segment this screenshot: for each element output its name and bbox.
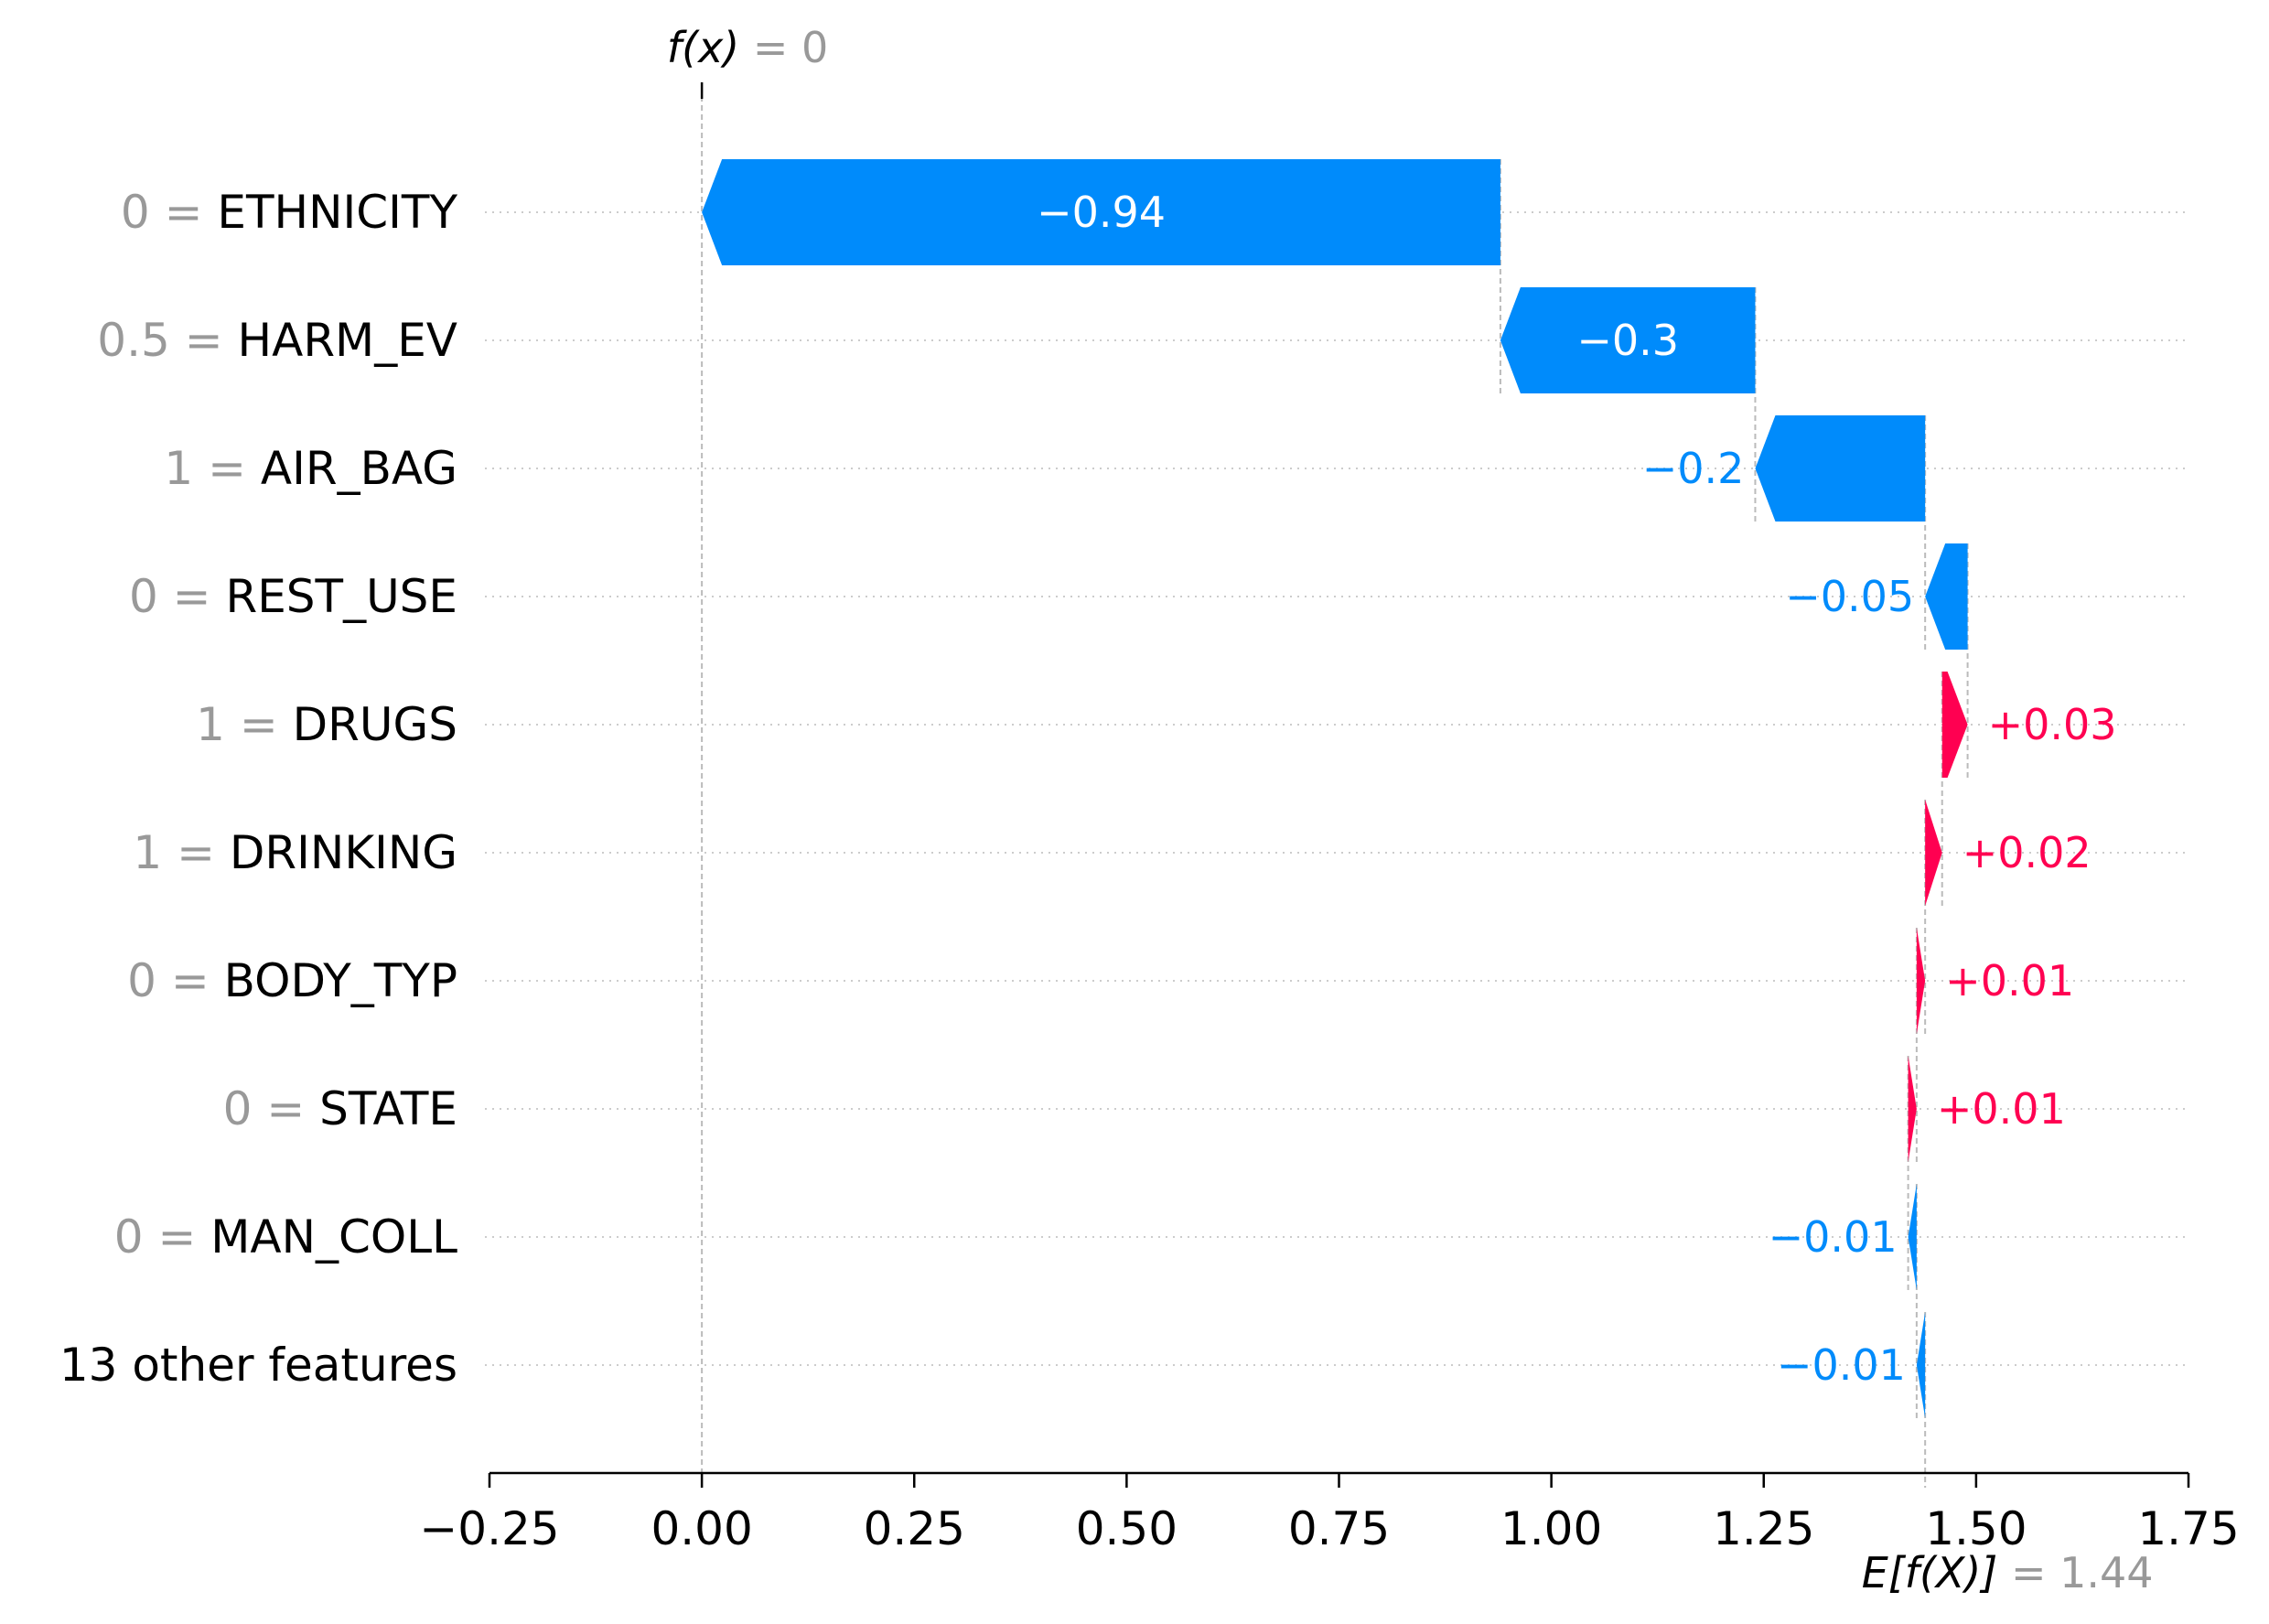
x-tick-label: 1.50 bbox=[1925, 1502, 2027, 1555]
x-axis: −0.25 0.00 0.25 0.50 0.75 1.00 1.25 1.50 1.75 bbox=[419, 1471, 2240, 1555]
feature-value: 0 bbox=[129, 570, 158, 623]
feature-value: 0 bbox=[114, 1210, 144, 1264]
x-tick-label: 0.75 bbox=[1288, 1502, 1390, 1555]
fx-equals: = bbox=[739, 23, 801, 72]
feature-name: DRUGS bbox=[293, 698, 457, 751]
feature-name: AIR_BAG bbox=[261, 442, 457, 495]
bars bbox=[702, 159, 1968, 1418]
feature-value: 1 bbox=[196, 698, 225, 751]
grid-lines bbox=[485, 211, 2188, 1366]
feature-equals: = bbox=[150, 186, 218, 239]
x-tick-label: 1.25 bbox=[1713, 1502, 1814, 1555]
labels: −0.94 0 = ETHNICITY −0.3 0.5 = HARM_EV −0.2 1… bbox=[59, 186, 2117, 1392]
contribution-label: −0.3 bbox=[1576, 316, 1679, 365]
feature-equals: = bbox=[252, 1082, 319, 1135]
contribution-label: +0.02 bbox=[1963, 828, 2092, 877]
feature-name: DRINKING bbox=[230, 826, 457, 879]
contribution-label: −0.2 bbox=[1642, 444, 1745, 493]
feature-equals: = bbox=[156, 954, 224, 1007]
feature-value: 0.5 bbox=[97, 314, 170, 367]
x-tick-label: 0.50 bbox=[1076, 1502, 1178, 1555]
reference-lines bbox=[700, 82, 1969, 1488]
contribution-bar bbox=[1925, 543, 1968, 650]
feature-label: 0.5 = HARM_EV bbox=[97, 314, 457, 367]
feature-label: 0 = MAN_COLL bbox=[114, 1210, 457, 1264]
feature-name: 13 other features bbox=[59, 1339, 457, 1392]
x-tick-label: 0.25 bbox=[864, 1502, 965, 1555]
contribution-bar bbox=[1908, 1056, 1917, 1162]
contribution-label: −0.05 bbox=[1785, 572, 1914, 621]
feature-value: 1 bbox=[164, 442, 193, 495]
feature-name: ETHNICITY bbox=[217, 186, 457, 239]
contribution-bar bbox=[1908, 1184, 1917, 1290]
contribution-label: −0.01 bbox=[1769, 1212, 1898, 1262]
feature-equals: = bbox=[170, 314, 238, 367]
feature-value: 0 bbox=[121, 186, 150, 239]
contribution-label: +0.03 bbox=[1988, 700, 2117, 749]
contribution-label: +0.01 bbox=[1945, 956, 2074, 1006]
feature-label: 0 = ETHNICITY bbox=[121, 186, 458, 239]
fx-annotation: f(x) = 0 bbox=[667, 23, 828, 72]
x-tick-label: 1.75 bbox=[2137, 1502, 2239, 1555]
feature-equals: = bbox=[144, 1210, 211, 1264]
contribution-bar bbox=[1916, 1312, 1926, 1418]
feature-name: REST_USE bbox=[225, 570, 457, 623]
feature-name: STATE bbox=[319, 1082, 457, 1135]
feature-equals: = bbox=[162, 826, 230, 879]
ex-annotation: E[f(X)] = 1.44 bbox=[1862, 1548, 2154, 1597]
ex-equals: = bbox=[1997, 1548, 2059, 1597]
feature-label: 1 = DRUGS bbox=[196, 698, 457, 751]
annotations: f(x) = 0 E[f(X)] = 1.44 bbox=[667, 23, 2154, 1597]
contribution-label: +0.01 bbox=[1937, 1084, 2066, 1134]
feature-value: 0 bbox=[127, 954, 156, 1007]
contribution-label: −0.94 bbox=[1037, 188, 1166, 237]
feature-label: 1 = AIR_BAG bbox=[164, 442, 457, 495]
feature-label: 1 = DRINKING bbox=[133, 826, 457, 879]
feature-name: BODY_TYP bbox=[224, 954, 457, 1007]
fx-value: 0 bbox=[801, 23, 828, 72]
x-tick-label: 0.00 bbox=[651, 1502, 752, 1555]
x-tick-label: 1.00 bbox=[1500, 1502, 1602, 1555]
contribution-bar bbox=[1916, 928, 1926, 1034]
feature-label: 13 other features bbox=[59, 1339, 457, 1392]
ex-label: E[f(X)] bbox=[1862, 1548, 1998, 1597]
x-tick-label: −0.25 bbox=[419, 1502, 559, 1555]
contribution-bar bbox=[1941, 672, 1968, 778]
feature-label: 0 = REST_USE bbox=[129, 570, 457, 623]
contribution-label: −0.01 bbox=[1777, 1340, 1906, 1390]
ex-value: 1.44 bbox=[2059, 1548, 2153, 1597]
contribution-bar bbox=[702, 159, 1500, 265]
feature-name: MAN_COLL bbox=[210, 1210, 457, 1264]
feature-value: 0 bbox=[223, 1082, 253, 1135]
feature-equals: = bbox=[225, 698, 293, 751]
feature-label: 0 = STATE bbox=[223, 1082, 457, 1135]
feature-equals: = bbox=[158, 570, 226, 623]
feature-name: HARM_EV bbox=[238, 314, 457, 367]
contribution-bar bbox=[1755, 415, 1926, 522]
fx-label: f(x) bbox=[667, 23, 739, 72]
contribution-bar bbox=[1500, 287, 1756, 393]
contribution-bar bbox=[1925, 800, 1942, 906]
feature-value: 1 bbox=[133, 826, 162, 879]
feature-equals: = bbox=[193, 442, 261, 495]
feature-label: 0 = BODY_TYP bbox=[127, 954, 457, 1007]
